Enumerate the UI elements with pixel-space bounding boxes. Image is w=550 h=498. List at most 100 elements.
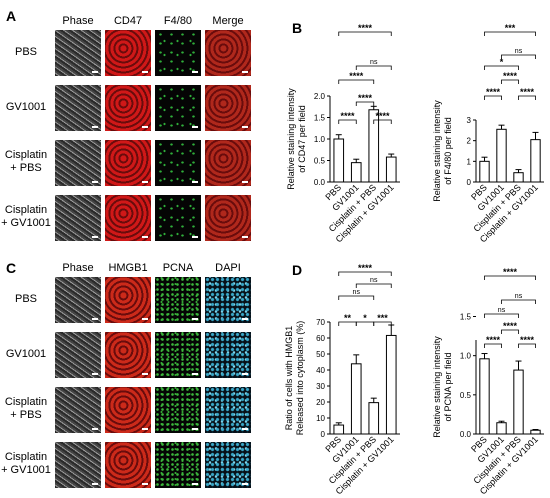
significance-bracket — [484, 65, 519, 70]
significance-label: **** — [358, 23, 373, 33]
y-tick-label: 2 — [467, 137, 472, 146]
micrograph-tile-hmgb1 — [105, 442, 151, 488]
micrograph-tile-phase — [55, 442, 101, 488]
bar — [496, 128, 507, 183]
micrograph-tile-cd47 — [105, 195, 151, 241]
micrograph-tile-phase — [55, 332, 101, 378]
significance-label: **** — [503, 71, 518, 81]
significance-label: ns — [498, 307, 506, 314]
micrograph-tile-pcna — [155, 277, 201, 323]
column-header-cd47: CD47 — [113, 15, 143, 27]
y-tick-label: 1.0 — [314, 135, 326, 144]
significance-label: **** — [375, 111, 390, 121]
bar — [479, 358, 490, 435]
micrograph-tile-merge — [205, 195, 251, 241]
significance-label: * — [500, 57, 504, 67]
micrograph-tile-hmgb1 — [105, 387, 151, 433]
scale-bar — [92, 483, 98, 485]
micrograph-tile-phase — [55, 30, 101, 76]
micrograph-tile-merge — [205, 30, 251, 76]
row-label: Cisplatin + PBS — [1, 149, 51, 175]
scale-bar — [192, 483, 198, 485]
y-tick-label: 50 — [316, 350, 325, 359]
row-label-line: + GV1001 — [1, 217, 51, 229]
row-label-line: Cisplatin — [4, 149, 48, 161]
significance-label: ns — [515, 293, 523, 300]
bar — [350, 363, 362, 435]
significance-label: **** — [486, 335, 501, 345]
row-label-line: + GV1001 — [1, 464, 51, 476]
y-tick-label: 0 — [321, 430, 326, 439]
micrograph-tile-pcna — [155, 387, 201, 433]
significance-bracket — [501, 79, 519, 84]
y-tick-label: 40 — [316, 366, 325, 375]
scale-bar — [142, 428, 148, 430]
column-header-phase: Phase — [62, 15, 94, 27]
micrograph-tile-phase — [55, 140, 101, 186]
scale-bar — [192, 71, 198, 73]
significance-bracket — [338, 295, 375, 300]
significance-label: **** — [520, 335, 535, 345]
column-header-phase: Phase — [62, 262, 94, 274]
micrograph-tile-phase — [55, 277, 101, 323]
y-tick-label: 20 — [316, 398, 325, 407]
bar — [530, 139, 541, 183]
bar — [530, 429, 541, 435]
row-label: Cisplatin + PBS — [1, 396, 51, 422]
significance-bracket — [501, 54, 536, 59]
micrograph-tile-dapi — [205, 442, 251, 488]
scale-bar — [192, 428, 198, 430]
pcna-bar-chart: 0.0 0.5 1.0 1.5 Relative staining intensity o… — [432, 267, 544, 496]
significance-bracket — [518, 343, 536, 348]
significance-label: **** — [503, 267, 518, 277]
column-header-pcna: PCNA — [162, 262, 194, 274]
bar — [513, 172, 524, 183]
scale-bar — [142, 71, 148, 73]
hmgb1-bar-chart: 0 10 20 30 40 50 60 70 Ratio of cells with HMGB1… — [284, 263, 400, 496]
micrograph-tile-dapi — [205, 332, 251, 378]
scale-bar — [242, 71, 248, 73]
significance-bracket — [338, 31, 392, 36]
f480-bar-chart: 0 1 2 3 Relative staining intensity of F4/80 … — [432, 23, 544, 244]
y-axis-label: Relative staining intensity — [432, 336, 442, 438]
bar — [350, 162, 362, 183]
row-label: GV1001 — [1, 101, 51, 114]
micrograph-tile-merge — [205, 140, 251, 186]
y-axis-label: of CD47 per field — [297, 105, 307, 173]
scale-bar — [142, 373, 148, 375]
scale-bar — [192, 126, 198, 128]
y-tick-label: 70 — [316, 318, 325, 327]
column-header-hmgb1: HMGB1 — [108, 262, 148, 274]
row-label-line: PBS — [14, 46, 37, 58]
scale-bar — [242, 236, 248, 238]
significance-label: **** — [486, 87, 501, 97]
y-tick-label: 10 — [316, 414, 325, 423]
y-tick-label: 3 — [467, 116, 472, 125]
row-label-line: + PBS — [10, 162, 42, 174]
y-tick-label: 0 — [467, 178, 472, 187]
bar — [513, 369, 524, 435]
significance-bracket — [484, 313, 519, 318]
significance-label: **** — [520, 87, 535, 97]
y-axis-label: Ratio of cells with HMGB1 — [284, 326, 294, 431]
micrograph-tile-phase — [55, 195, 101, 241]
column-header-dapi: DAPI — [215, 262, 241, 274]
bar — [333, 138, 345, 183]
significance-bracket — [484, 31, 536, 36]
micrograph-tile-f480 — [155, 30, 201, 76]
micrograph-tile-pcna — [155, 442, 201, 488]
scale-bar — [142, 318, 148, 320]
y-tick-label: 2.0 — [314, 92, 326, 101]
row-label-line: PBS — [14, 293, 37, 305]
significance-label: **** — [503, 321, 518, 331]
y-tick-label: 1.0 — [460, 352, 472, 361]
scale-bar — [242, 181, 248, 183]
significance-bracket — [355, 101, 375, 106]
micrograph-tile-phase — [55, 85, 101, 131]
row-label: Cisplatin + GV1001 — [1, 204, 51, 230]
y-tick-label: 30 — [316, 382, 325, 391]
row-label-line: GV1001 — [5, 101, 47, 113]
scale-bar — [142, 236, 148, 238]
y-tick-label: 1.5 — [314, 114, 326, 123]
cd47-bar-chart: 0.0 0.5 1.0 1.5 2.0 Relative staining intensi… — [286, 23, 400, 244]
